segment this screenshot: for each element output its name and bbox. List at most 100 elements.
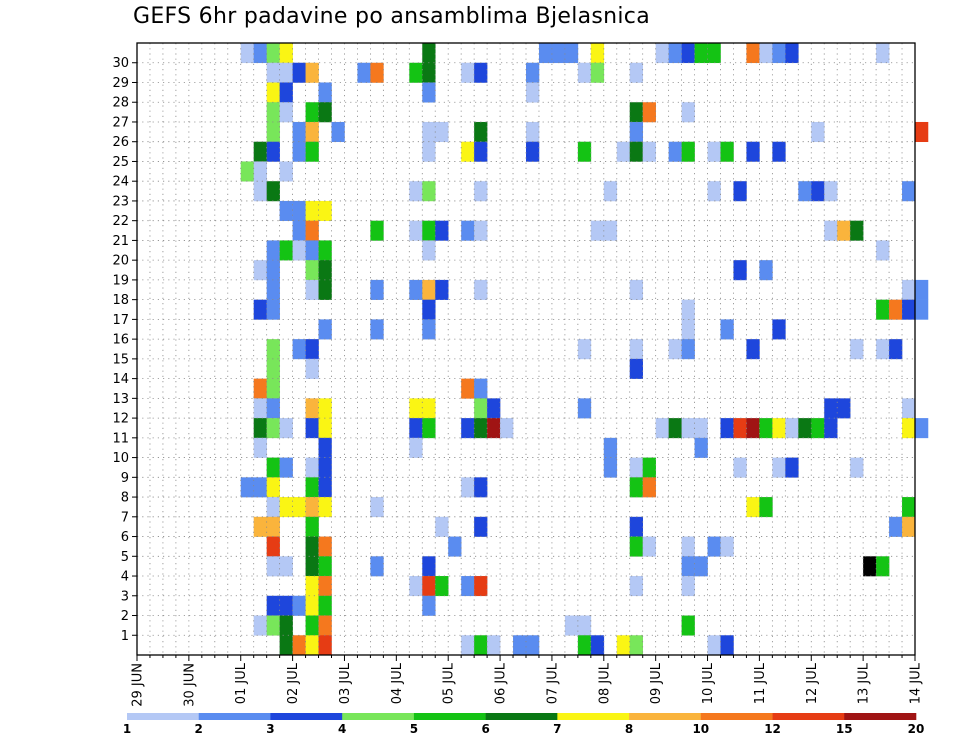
precip-cell: [681, 43, 695, 64]
precip-cell: [461, 62, 475, 83]
precip-cell: [564, 43, 579, 64]
precip-cell: [603, 437, 618, 458]
precip-cell: [305, 121, 319, 143]
precip-cell: [253, 437, 267, 458]
x-tick-label: 06 JUL: [494, 662, 509, 704]
precip-cell: [292, 121, 306, 143]
precip-cell: [889, 299, 903, 320]
precip-cell: [526, 121, 540, 143]
precip-cell: [902, 299, 916, 320]
precip-cell: [253, 516, 267, 537]
y-tick-label: 8: [121, 491, 129, 506]
precip-cell: [435, 220, 449, 241]
y-tick-label: 4: [121, 570, 129, 585]
y-tick-label: 6: [121, 530, 129, 545]
legend-label: 7: [553, 722, 561, 736]
precip-cell: [707, 181, 721, 202]
precip-cell: [305, 102, 319, 123]
precip-cell: [279, 457, 293, 478]
precip-cell: [746, 141, 760, 162]
precip-cell: [876, 299, 890, 320]
precip-cell: [370, 220, 384, 241]
precip-cell: [370, 279, 384, 300]
precip-cell: [422, 299, 436, 320]
precip-cell: [240, 161, 254, 182]
precip-cell: [824, 418, 838, 439]
precip-cell: [305, 536, 319, 557]
legend-swatch: [127, 713, 200, 720]
precip-cell: [629, 536, 643, 557]
precip-cell: [461, 141, 475, 162]
precip-cell: [681, 319, 695, 340]
y-tick-label: 17: [112, 313, 129, 328]
precip-cell: [785, 43, 799, 64]
precip-cell: [305, 497, 319, 518]
precip-cell: [422, 43, 436, 64]
precip-cell: [422, 240, 436, 261]
y-tick-label: 19: [112, 273, 129, 288]
precip-cell: [526, 62, 540, 83]
precip-cell: [681, 141, 695, 162]
y-tick-label: 28: [112, 96, 129, 111]
precip-cell: [266, 339, 280, 360]
precip-cell: [422, 62, 436, 83]
precip-cell: [305, 615, 319, 636]
precip-cell: [642, 141, 656, 162]
precip-cell: [577, 339, 592, 360]
precip-cell: [694, 437, 708, 458]
legend-label: 10: [692, 722, 709, 736]
precip-cell: [876, 43, 890, 64]
precip-cell: [253, 181, 267, 202]
precip-cell: [370, 62, 384, 83]
precip-cell: [616, 141, 631, 162]
precip-cell: [694, 43, 708, 64]
precip-cell: [513, 635, 527, 656]
precip-cell: [577, 615, 592, 636]
precip-cell: [564, 615, 579, 636]
precip-cell: [876, 339, 890, 360]
precip-cell: [305, 477, 319, 498]
y-tick-label: 29: [112, 76, 129, 91]
precip-cell: [759, 260, 773, 281]
precip-cell: [461, 220, 475, 241]
precip-cell: [266, 141, 280, 162]
precip-cell: [331, 121, 345, 143]
y-tick-label: 22: [112, 214, 129, 229]
precip-cell: [642, 457, 656, 478]
precip-cell: [461, 477, 475, 498]
precip-cell: [253, 378, 267, 399]
legend-label: 20: [908, 722, 925, 736]
precip-cell: [357, 62, 371, 83]
precip-cell: [590, 62, 605, 83]
legend-label: 1: [123, 722, 131, 736]
precip-cell: [266, 82, 280, 103]
precip-cell: [253, 477, 267, 498]
precip-cell: [707, 141, 721, 162]
precip-cell: [915, 418, 929, 439]
precip-cell: [733, 181, 747, 202]
precip-cell: [292, 339, 306, 360]
x-tick-label: 01 JUL: [234, 662, 249, 704]
precip-cell: [305, 260, 319, 281]
precip-cell: [707, 635, 721, 656]
precip-cell: [305, 279, 319, 300]
legend-label: 3: [266, 722, 274, 736]
precip-cell: [746, 339, 760, 360]
precip-cell: [266, 556, 280, 577]
precip-cell: [305, 200, 319, 221]
precip-cell: [422, 576, 436, 597]
precip-cell: [681, 576, 695, 597]
precip-cell: [240, 43, 254, 64]
precip-cell: [409, 220, 423, 241]
precip-cell: [305, 418, 319, 439]
precip-cell: [422, 595, 436, 616]
precip-cell: [318, 497, 332, 518]
precip-cell: [474, 398, 488, 419]
precip-cell: [474, 121, 488, 143]
precip-cell: [266, 615, 280, 636]
precip-cell: [266, 497, 280, 518]
x-tick-label: 04 JUL: [390, 662, 405, 704]
precip-cell: [642, 536, 656, 557]
precip-cell: [474, 141, 488, 162]
precip-cell: [590, 43, 605, 64]
